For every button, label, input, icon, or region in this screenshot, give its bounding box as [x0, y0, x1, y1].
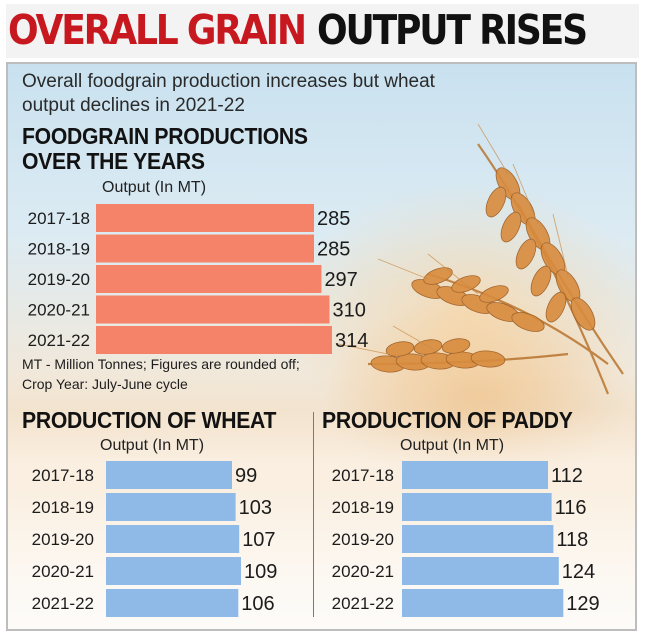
foodgrain-value-label: 314	[335, 330, 368, 352]
paddy-value-label: 124	[562, 561, 595, 583]
paddy-bar	[402, 589, 564, 617]
wheat-value-label: 103	[239, 497, 272, 519]
foodgrain-category-label: 2021-22	[28, 331, 90, 350]
wheat-bar	[106, 525, 240, 553]
wheat-value-label: 107	[242, 529, 275, 551]
wheat-bar	[106, 461, 232, 489]
wheat-chart-title: PRODUCTION OF WHEAT	[22, 407, 277, 433]
wheat-bar-chart: 2017-18 99 2018-19 103 2019-20 107 2020-21 109 2…	[32, 461, 277, 617]
foodgrain-category-label: 2019-20	[28, 270, 90, 289]
paddy-bar	[402, 525, 554, 553]
subtitle: Overall foodgrain production increases b…	[22, 71, 435, 116]
wheat-unit-label: Output (In MT)	[100, 437, 205, 454]
foodgrain-category-label: 2018-19	[28, 240, 90, 259]
foodgrain-title-line2: OVER THE YEARS	[22, 148, 205, 174]
headline-part-black: OUTPUT RISES	[317, 6, 588, 54]
foodgrain-value-label: 297	[324, 269, 357, 291]
wheat-stalks-illustration	[337, 123, 624, 395]
wheat-bar	[106, 493, 236, 521]
paddy-value-label: 129	[566, 593, 599, 615]
wheat-value-label: 99	[235, 465, 257, 487]
paddy-chart-title: PRODUCTION OF PADDY	[322, 407, 573, 433]
wheat-value-label: 109	[244, 561, 277, 583]
paddy-unit-label: Output (In MT)	[400, 437, 505, 454]
foodgrain-bar	[96, 265, 322, 293]
foodgrain-chart-title: FOODGRAIN PRODUCTIONS OVER THE YEARS	[22, 124, 308, 174]
headline: OVERALL GRAIN OUTPUT RISES	[6, 4, 639, 58]
wheat-category-label: 2017-18	[32, 466, 94, 485]
paddy-bar	[402, 493, 552, 521]
paddy-category-label: 2017-18	[332, 466, 394, 485]
foodgrain-category-label: 2020-21	[28, 301, 90, 320]
foodgrain-category-label: 2017-18	[28, 209, 90, 228]
wheat-category-label: 2021-22	[32, 594, 94, 613]
foodgrain-bar	[96, 234, 314, 263]
paddy-value-label: 112	[551, 465, 583, 487]
paddy-category-label: 2020-21	[332, 562, 394, 581]
foodgrain-bar	[96, 295, 330, 324]
footnote-units: MT - Million Tonnes; Figures are rounded…	[22, 356, 300, 372]
wheat-category-label: 2020-21	[32, 562, 94, 581]
foodgrain-unit-label: Output (In MT)	[102, 179, 207, 196]
wheat-category-label: 2018-19	[32, 498, 94, 517]
foodgrain-bar	[96, 326, 332, 354]
paddy-category-label: 2021-22	[332, 594, 394, 613]
wheat-category-label: 2019-20	[32, 530, 94, 549]
wheat-bar	[106, 589, 239, 617]
foodgrain-value-label: 285	[317, 239, 350, 261]
headline-part-red: OVERALL GRAIN	[8, 6, 307, 54]
wheat-bar	[106, 557, 241, 585]
section-divider	[313, 412, 314, 617]
foodgrain-bar	[96, 204, 314, 232]
foodgrain-value-label: 310	[333, 300, 366, 322]
paddy-bar	[402, 461, 548, 489]
wheat-value-label: 106	[241, 593, 274, 615]
paddy-value-label: 118	[556, 529, 588, 551]
foodgrain-bar-chart: 2017-18 285 2018-19 285 2019-20 297 2020-21 310…	[28, 204, 368, 354]
paddy-bar-chart: 2017-18 112 2018-19 116 2019-20 118 2020-21 124…	[332, 461, 600, 617]
chart-panel: Overall foodgrain production increases b…	[6, 62, 637, 631]
paddy-value-label: 116	[555, 497, 587, 519]
foodgrain-title-line1: FOODGRAIN PRODUCTIONS	[22, 123, 308, 149]
paddy-category-label: 2019-20	[332, 530, 394, 549]
paddy-category-label: 2018-19	[332, 498, 394, 517]
foodgrain-value-label: 285	[317, 208, 350, 230]
footnote-crop-year: Crop Year: July-June cycle	[22, 376, 188, 392]
paddy-bar	[402, 557, 559, 585]
